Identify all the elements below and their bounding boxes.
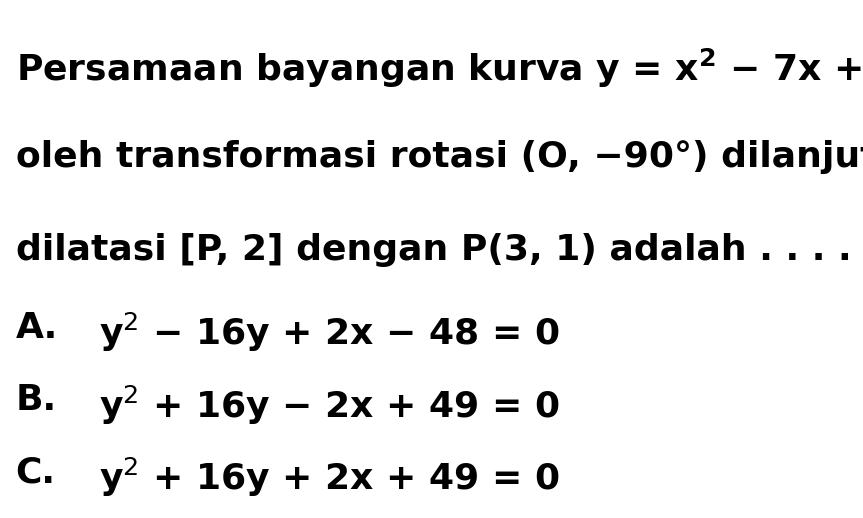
- Text: C.: C.: [16, 456, 55, 490]
- Text: y$^{2}$ + 16y + 2x + 49 = 0: y$^{2}$ + 16y + 2x + 49 = 0: [99, 456, 560, 499]
- Text: oleh transformasi rotasi (O, −90°) dilanjutkan: oleh transformasi rotasi (O, −90°) dilan…: [16, 140, 863, 174]
- Text: Persamaan bayangan kurva y = x$^{\mathbf{2}}$ − 7x + 10: Persamaan bayangan kurva y = x$^{\mathbf…: [16, 47, 863, 90]
- Text: B.: B.: [16, 383, 57, 418]
- Text: A.: A.: [16, 311, 58, 345]
- Text: y$^{2}$ − 16y + 2x − 48 = 0: y$^{2}$ − 16y + 2x − 48 = 0: [99, 311, 560, 354]
- Text: y$^{2}$ + 16y − 2x + 49 = 0: y$^{2}$ + 16y − 2x + 49 = 0: [99, 383, 560, 426]
- Text: dilatasi [P, 2] dengan P(3, 1) adalah . . . .: dilatasi [P, 2] dengan P(3, 1) adalah . …: [16, 233, 851, 267]
